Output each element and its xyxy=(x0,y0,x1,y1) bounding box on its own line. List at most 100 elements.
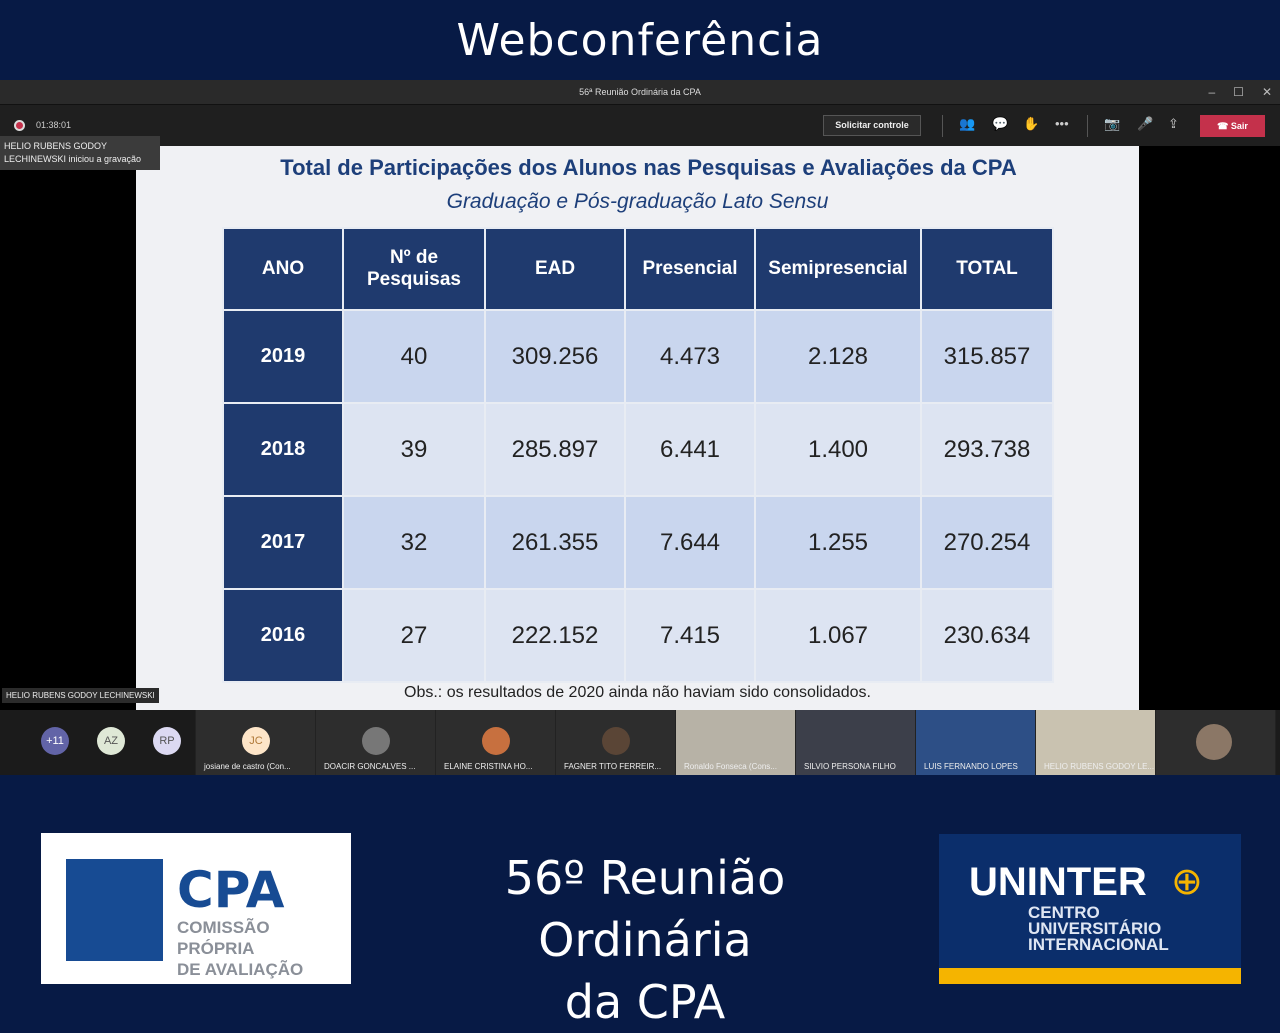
participant-name: josiane de castro (Con... xyxy=(204,762,291,771)
participant-name: SILVIO PERSONA FILHO xyxy=(804,762,896,771)
footer: CPA COMISSÃO PRÓPRIA DE AVALIAÇÃO 56º Reu… xyxy=(0,775,1280,1029)
presenter-name-tag: HELIO RUBENS GODOY LECHINEWSKI xyxy=(2,688,159,703)
leave-button[interactable]: ☎ Sair xyxy=(1200,115,1265,137)
cell: 32 xyxy=(342,495,486,590)
cell: 293.738 xyxy=(920,402,1054,497)
participant-tile[interactable] xyxy=(1156,710,1276,775)
participant-name: DOACIR GONCALVES ... xyxy=(324,762,416,771)
participant-video[interactable]: LUIS FERNANDO LOPES xyxy=(916,710,1036,775)
cell: 2017 xyxy=(222,495,344,590)
header-total: TOTAL xyxy=(920,227,1054,311)
minimize-button[interactable]: – xyxy=(1208,85,1216,99)
camera-off-icon[interactable]: 📷 xyxy=(1104,116,1121,131)
avatar xyxy=(362,727,390,755)
meeting-timer: 01:38:01 xyxy=(36,120,72,130)
hangup-icon: ☎ xyxy=(1217,121,1231,131)
table-row: 2017 32 261.355 7.644 1.255 270.254 xyxy=(222,495,1054,590)
header-ead: EAD xyxy=(484,227,626,311)
cell: 285.897 xyxy=(484,402,626,497)
cpa-chart-icon xyxy=(66,859,163,961)
cell: 2.128 xyxy=(754,309,922,404)
shared-screen: Total de Participações dos Alunos nas Pe… xyxy=(0,146,1280,710)
avatar[interactable]: +11 xyxy=(41,727,69,755)
cell: 6.441 xyxy=(624,402,756,497)
raise-hand-icon[interactable]: ✋ xyxy=(1023,116,1040,131)
table-row: 2019 40 309.256 4.473 2.128 315.857 xyxy=(222,309,1054,404)
participant-name: FAGNER TITO FERREIR... xyxy=(564,762,662,771)
slide-note: Obs.: os resultados de 2020 ainda não ha… xyxy=(404,684,871,701)
slide: Total de Participações dos Alunos nas Pe… xyxy=(136,146,1139,710)
header-presencial: Presencial xyxy=(624,227,756,311)
window-title: 56ª Reunião Ordinária da CPA xyxy=(579,87,701,97)
header-pesquisas: Nº de Pesquisas xyxy=(342,227,486,311)
recording-notification: HELIO RUBENS GODOY LECHINEWSKI iniciou a… xyxy=(0,136,160,170)
cell: 1.067 xyxy=(754,588,922,683)
cell: 2016 xyxy=(222,588,344,683)
request-control-button[interactable]: Solicitar controle xyxy=(823,115,921,136)
cpa-logo-subtitle: COMISSÃO PRÓPRIA DE AVALIAÇÃO xyxy=(177,918,304,979)
cell: 27 xyxy=(342,588,486,683)
cell: 1.255 xyxy=(754,495,922,590)
avatar-group: +11 AZ RP xyxy=(0,710,196,775)
table-row: 2018 39 285.897 6.441 1.400 293.738 xyxy=(222,402,1054,497)
participant-tile[interactable]: FAGNER TITO FERREIR... xyxy=(556,710,676,775)
cell: 315.857 xyxy=(920,309,1054,404)
uninter-logo-subtitle: CENTRO UNIVERSITÁRIO INTERNACIONAL xyxy=(1028,903,1169,954)
cell: 40 xyxy=(342,309,486,404)
cell: 2019 xyxy=(222,309,344,404)
uninter-logo: UNINTER ⊕ CENTRO UNIVERSITÁRIO INTERNACION… xyxy=(939,834,1241,984)
uninter-logo-title: UNINTER xyxy=(969,860,1147,904)
participant-name: LUIS FERNANDO LOPES xyxy=(924,762,1018,771)
globe-icon: ⊕ xyxy=(1171,861,1203,903)
header-ano: ANO xyxy=(222,227,344,311)
avatar[interactable]: RP xyxy=(153,727,181,755)
participant-tile[interactable]: ELAINE CRISTINA HO... xyxy=(436,710,556,775)
cpa-logo-title: CPA xyxy=(177,861,285,919)
participation-table: ANO Nº de Pesquisas EAD Presencial Semip… xyxy=(222,227,1054,683)
avatar xyxy=(602,727,630,755)
participant-name: HELIO RUBENS GODOY LE... xyxy=(1044,762,1155,771)
meeting-toolbar: 01:38:01 Solicitar controle 👥 💬 ✋ ••• 📷 … xyxy=(0,105,1280,146)
cell: 39 xyxy=(342,402,486,497)
cell: 2018 xyxy=(222,402,344,497)
cell: 7.644 xyxy=(624,495,756,590)
participant-video[interactable]: Ronaldo Fonseca (Cons... xyxy=(676,710,796,775)
cell: 7.415 xyxy=(624,588,756,683)
more-icon[interactable]: ••• xyxy=(1055,116,1069,131)
maximize-button[interactable]: ☐ xyxy=(1233,85,1244,99)
avatar: JC xyxy=(242,727,270,755)
cell: 261.355 xyxy=(484,495,626,590)
participant-name: Ronaldo Fonseca (Cons... xyxy=(684,762,777,771)
participant-video[interactable]: HELIO RUBENS GODOY LE... xyxy=(1036,710,1156,775)
participant-tile[interactable]: JC josiane de castro (Con... xyxy=(196,710,316,775)
avatar[interactable]: AZ xyxy=(97,727,125,755)
share-screen-icon[interactable]: ⇪ xyxy=(1168,116,1179,131)
recording-icon xyxy=(14,120,25,131)
cell: 309.256 xyxy=(484,309,626,404)
cell: 4.473 xyxy=(624,309,756,404)
slide-subtitle: Graduação e Pós-graduação Lato Sensu xyxy=(446,190,829,213)
avatar xyxy=(1196,724,1232,760)
divider xyxy=(942,115,943,137)
cell: 1.400 xyxy=(754,402,922,497)
participants-icon[interactable]: 👥 xyxy=(959,116,976,131)
avatar xyxy=(482,727,510,755)
cell: 230.634 xyxy=(920,588,1054,683)
chat-icon[interactable]: 💬 xyxy=(992,116,1009,131)
close-button[interactable]: ✕ xyxy=(1261,85,1272,99)
window-titlebar: 56ª Reunião Ordinária da CPA – ☐ ✕ xyxy=(0,80,1280,105)
meeting-title: 56º Reunião Ordinária da CPA xyxy=(504,851,786,1029)
mic-off-icon[interactable]: 🎤 xyxy=(1137,116,1154,131)
cell: 222.152 xyxy=(484,588,626,683)
participant-video[interactable]: SILVIO PERSONA FILHO xyxy=(796,710,916,775)
cell: 270.254 xyxy=(920,495,1054,590)
slide-title: Total de Participações dos Alunos nas Pe… xyxy=(280,155,1017,180)
table-row: 2016 27 222.152 7.415 1.067 230.634 xyxy=(222,588,1054,683)
cpa-logo: CPA COMISSÃO PRÓPRIA DE AVALIAÇÃO xyxy=(41,833,351,984)
participant-tile[interactable]: DOACIR GONCALVES ... xyxy=(316,710,436,775)
participant-name: ELAINE CRISTINA HO... xyxy=(444,762,533,771)
banner-title: Webconferência xyxy=(456,14,824,66)
header-semipresencial: Semipresencial xyxy=(754,227,922,311)
divider xyxy=(1087,115,1088,137)
participant-strip: +11 AZ RP JC josiane de castro (Con... DO… xyxy=(0,710,1280,775)
